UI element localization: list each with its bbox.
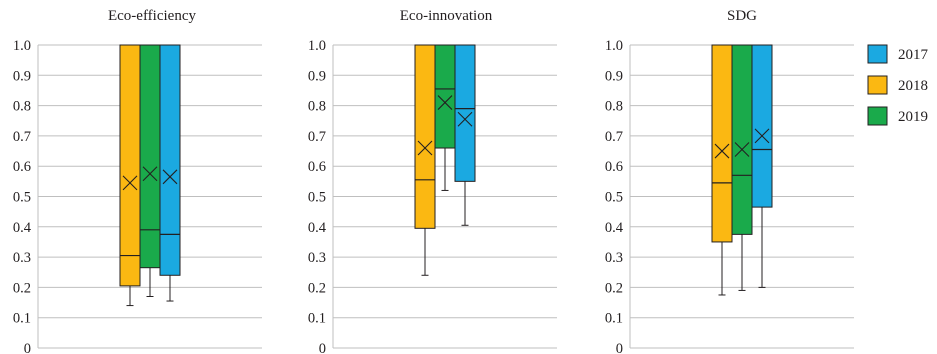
y-tick-label: 0.6 bbox=[308, 159, 326, 175]
y-tick-label: 0.8 bbox=[605, 99, 623, 115]
mean-marker bbox=[162, 169, 178, 185]
y-tick-label: 0.3 bbox=[13, 250, 31, 266]
box-body bbox=[414, 44, 436, 229]
y-tick-label: 0.5 bbox=[13, 190, 31, 206]
y-tick-label: 1.0 bbox=[13, 38, 31, 54]
mean-marker bbox=[142, 166, 158, 182]
legend-label: 2019 bbox=[898, 109, 928, 125]
y-tick-label: 0.9 bbox=[605, 68, 623, 84]
y-tick-label: 0.6 bbox=[605, 159, 623, 175]
y-tick-label: 0.7 bbox=[13, 129, 31, 145]
y-tick-label: 0 bbox=[24, 341, 31, 354]
mean-marker bbox=[754, 128, 770, 144]
mean-marker bbox=[417, 140, 433, 156]
y-tick-label: 0.1 bbox=[605, 311, 623, 327]
legend-label: 2018 bbox=[898, 78, 928, 94]
panel-2: Eco-innovation 0 0.1 0.2 0.3 0.4 0.5 0.6 0.7 0.8 0… bbox=[308, 8, 557, 354]
y-tick-label: 0.8 bbox=[13, 99, 31, 115]
y-tick-label: 0.5 bbox=[308, 190, 326, 206]
y-tick-label: 0.2 bbox=[308, 280, 326, 296]
y-tick-label: 1.0 bbox=[605, 38, 623, 54]
y-tick-label: 0.4 bbox=[308, 220, 327, 236]
box-2017 bbox=[751, 44, 773, 288]
y-tick-label: 0.2 bbox=[13, 280, 31, 296]
mean-marker bbox=[437, 95, 453, 110]
legend-item-2017: 2017 bbox=[867, 44, 929, 64]
box-body bbox=[139, 44, 161, 269]
panel-title: Eco-efficiency bbox=[108, 8, 197, 24]
y-tick-label: 0.3 bbox=[605, 250, 623, 266]
legend-item-2018: 2018 bbox=[867, 75, 928, 95]
box-body bbox=[119, 44, 141, 287]
chart-legend: 2017 2018 2019 bbox=[867, 44, 929, 126]
y-tick-label: 0.2 bbox=[605, 280, 623, 296]
y-tick-label: 0 bbox=[319, 341, 326, 354]
mean-marker bbox=[734, 142, 750, 157]
y-tick-label: 0.7 bbox=[605, 129, 623, 145]
y-tick-label: 0.7 bbox=[308, 129, 326, 145]
box-body bbox=[159, 44, 181, 276]
y-tick-label: 1.0 bbox=[308, 38, 326, 54]
y-tick-label: 0.1 bbox=[308, 311, 326, 327]
panel-title: Eco-innovation bbox=[400, 8, 493, 24]
box-body bbox=[711, 44, 733, 243]
legend-swatch bbox=[867, 75, 888, 95]
mean-marker bbox=[122, 175, 138, 191]
panel-1: Eco-efficiency 0 0.1 0.2 0.3 0.4 0.5 0.6 0.7 0.8 0… bbox=[13, 8, 262, 354]
y-tick-label: 0.5 bbox=[605, 190, 623, 206]
y-tick-label: 0.1 bbox=[13, 311, 31, 327]
legend-label: 2017 bbox=[898, 47, 929, 63]
box-2019 bbox=[139, 44, 161, 297]
box-body bbox=[751, 44, 773, 208]
panel-3: SDG 0 0.1 0.2 0.3 0.4 0.5 0.6 0.7 0.8 0.9 1.0 bbox=[605, 8, 854, 354]
mean-marker bbox=[714, 143, 730, 159]
box-body bbox=[731, 44, 753, 235]
y-tick-label: 0 bbox=[616, 341, 623, 354]
box-body bbox=[454, 44, 476, 182]
y-tick-label: 0.4 bbox=[605, 220, 624, 236]
y-tick-label: 0.3 bbox=[308, 250, 326, 266]
y-tick-label: 0.9 bbox=[13, 68, 31, 84]
box-2018 bbox=[414, 44, 436, 276]
box-2017 bbox=[454, 44, 476, 226]
y-tick-label: 0.6 bbox=[13, 159, 31, 175]
legend-swatch bbox=[867, 106, 888, 126]
legend-item-2019: 2019 bbox=[867, 106, 928, 126]
box-body bbox=[434, 44, 456, 149]
y-tick-label: 0.8 bbox=[308, 99, 326, 115]
box-2017 bbox=[159, 44, 181, 302]
chart-panels: Eco-efficiency 0 0.1 0.2 0.3 0.4 0.5 0.6 0.7 0.8 0… bbox=[13, 8, 854, 354]
box-2019 bbox=[731, 44, 753, 291]
y-tick-label: 0.4 bbox=[13, 220, 32, 236]
y-tick-label: 0.9 bbox=[308, 68, 326, 84]
panel-title: SDG bbox=[727, 8, 757, 24]
legend-swatch bbox=[867, 44, 888, 64]
box-2019 bbox=[434, 44, 456, 191]
box-2018 bbox=[119, 44, 141, 307]
mean-marker bbox=[457, 111, 473, 127]
